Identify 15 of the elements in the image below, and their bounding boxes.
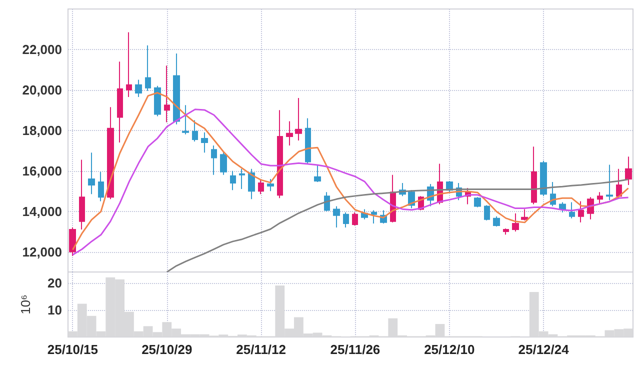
- y-tick-label: 18,000: [22, 122, 62, 138]
- y-tick-label: 22,000: [22, 42, 62, 57]
- y-tick-label: 16,000: [22, 163, 62, 178]
- y-axis-title: 10⁶: [18, 294, 33, 314]
- x-tick-label: 25/10/29: [142, 342, 192, 357]
- x-tick-label: 25/10/15: [47, 342, 98, 357]
- y-tick-label: 20,000: [22, 82, 62, 98]
- x-tick-label: 25/12/10: [424, 342, 475, 357]
- x-tick-label: 25/11/26: [330, 342, 380, 357]
- y-tick-label: 12,000: [22, 244, 62, 260]
- x-tick-label: 25/12/24: [518, 342, 570, 357]
- y-tick-label: 20: [48, 275, 62, 290]
- x-tick-label: 25/11/12: [236, 342, 286, 357]
- y-tick-label: 10: [48, 302, 62, 318]
- y-tick-label: 14,000: [22, 204, 62, 219]
